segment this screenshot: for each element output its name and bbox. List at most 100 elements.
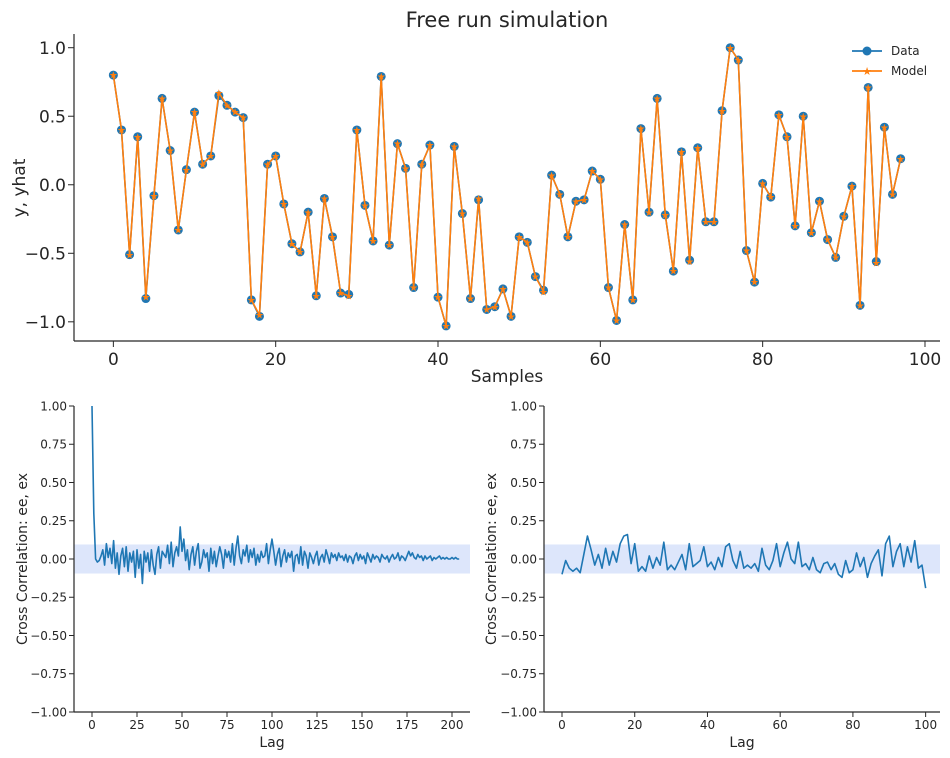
model-point: ★ — [417, 160, 426, 171]
y-tick-label: −1.00 — [30, 705, 67, 719]
y-tick-label: 0.25 — [510, 514, 537, 528]
model-point: ★ — [498, 285, 507, 296]
y-tick-label: 1.00 — [40, 399, 67, 413]
bl-y-ticks: 1.00 0.75 0.50 0.25 0.00 −0.25 −0.50 −0.75 −1.00 — [30, 399, 74, 719]
model-point: ★ — [458, 209, 467, 220]
model-point: ★ — [669, 267, 678, 278]
br-series — [561, 533, 927, 589]
model-point: ★ — [791, 221, 800, 232]
model-point: ★ — [401, 164, 410, 175]
y-tick-label: 0.50 — [40, 476, 67, 490]
y-tick-label: −0.25 — [500, 591, 537, 605]
y-tick-label: −0.5 — [25, 244, 66, 264]
model-point: ★ — [182, 165, 191, 176]
model-point: ★ — [474, 194, 483, 205]
series-line — [91, 405, 460, 585]
y-tick-label: −0.50 — [30, 629, 67, 643]
y-tick-label: −1.00 — [500, 705, 537, 719]
model-point: ★ — [393, 139, 402, 150]
x-tick-label: 60 — [590, 350, 612, 370]
model-point: ★ — [133, 132, 142, 143]
bl-series — [91, 405, 460, 585]
model-point: ★ — [442, 322, 451, 333]
model-point: ★ — [352, 126, 361, 137]
model-point: ★ — [636, 124, 645, 135]
bl-x-ticks: 0 25 50 75 100 125 150 175 200 — [88, 712, 463, 732]
x-tick-label: 75 — [219, 718, 234, 732]
x-tick-label: 80 — [752, 350, 774, 370]
model-point: ★ — [490, 302, 499, 313]
model-point: ★ — [839, 212, 848, 223]
model-point: ★ — [223, 101, 232, 112]
top-series: ★ ★ ★ ★ ★ ★ ★ ★ ★ ★ ★ ★ ★ ★ ★ ★ ★ ★ ★ ★ ★ ★ ★ ★ ★ ★ ★ ★ ★ ★ ★ ★ ★ ★ ★ ★ ★ ★ ★ ★… — [108, 43, 906, 333]
legend-model-marker: ★ — [862, 65, 872, 78]
data-point — [896, 154, 906, 164]
legend-entry-model: ★ Model — [852, 64, 927, 78]
y-tick-label: −0.25 — [30, 591, 67, 605]
series-line-model — [112, 46, 902, 327]
x-tick-label: 60 — [773, 718, 788, 732]
model-point: ★ — [425, 141, 434, 152]
model-point: ★ — [750, 278, 759, 289]
model-point: ★ — [515, 232, 524, 243]
model-point: ★ — [645, 208, 654, 219]
model-point: ★ — [231, 108, 240, 119]
y-tick-label: 0.25 — [40, 514, 67, 528]
legend: Data ★ Model — [852, 44, 927, 78]
br-y-axis-label: Cross Correlation: ee, ex — [484, 473, 500, 645]
model-point: ★ — [620, 220, 629, 231]
y-tick-label: 0.0 — [39, 176, 66, 196]
model-point: ★ — [823, 235, 832, 246]
model-point: ★ — [872, 258, 881, 269]
model-point: ★ — [158, 94, 167, 105]
model-point: ★ — [482, 305, 491, 316]
model-point: ★ — [296, 248, 305, 259]
model-point: ★ — [141, 293, 150, 304]
cross-correlation-plot-left: 1.00 0.75 0.50 0.25 0.00 −0.25 −0.50 −0.75 −1.00… — [15, 399, 470, 751]
model-point: ★ — [653, 94, 662, 105]
y-tick-label: −0.50 — [500, 629, 537, 643]
model-point: ★ — [709, 217, 718, 228]
model-point: ★ — [612, 316, 621, 327]
br-x-ticks: 0 20 40 60 80 100 — [558, 712, 937, 732]
model-point: ★ — [336, 289, 345, 300]
model-point: ★ — [385, 241, 394, 252]
model-point: ★ — [450, 142, 459, 153]
model-point: ★ — [888, 190, 897, 201]
y-tick-label: 0.00 — [40, 552, 67, 566]
model-point: ★ — [807, 228, 816, 239]
data-point — [141, 294, 151, 304]
model-point: ★ — [783, 132, 792, 143]
model-point: ★ — [369, 237, 378, 248]
br-x-axis-label: Lag — [729, 735, 754, 751]
chart-title: Free run simulation — [406, 8, 609, 32]
model-point: ★ — [766, 193, 775, 204]
model-point: ★ — [271, 152, 280, 163]
br-y-ticks: 1.00 0.75 0.50 0.25 0.00 −0.25 −0.50 −0.75 −1.00 — [500, 399, 544, 719]
model-point: ★ — [774, 110, 783, 121]
model-point: ★ — [531, 272, 540, 283]
data-point — [108, 70, 118, 80]
model-point: ★ — [523, 238, 532, 249]
x-tick-label: 175 — [396, 718, 419, 732]
model-point: ★ — [166, 146, 175, 157]
x-tick-label: 100 — [261, 718, 284, 732]
bl-x-axis-label: Lag — [259, 735, 284, 751]
model-point: ★ — [507, 312, 516, 323]
bl-y-axis-label: Cross Correlation: ee, ex — [15, 473, 31, 645]
model-point: ★ — [109, 71, 118, 82]
model-point: ★ — [247, 295, 256, 306]
legend-model-label: Model — [891, 64, 927, 78]
model-point: ★ — [596, 175, 605, 186]
model-point: ★ — [726, 43, 735, 54]
model-point: ★ — [409, 283, 418, 294]
legend-entry-data: Data — [852, 44, 920, 58]
model-point: ★ — [604, 283, 613, 294]
model-point: ★ — [125, 250, 134, 261]
y-tick-label: 1.0 — [39, 39, 66, 59]
model-point: ★ — [799, 112, 808, 123]
model-point: ★ — [572, 197, 581, 208]
model-point: ★ — [174, 226, 183, 237]
model-point: ★ — [377, 72, 386, 83]
